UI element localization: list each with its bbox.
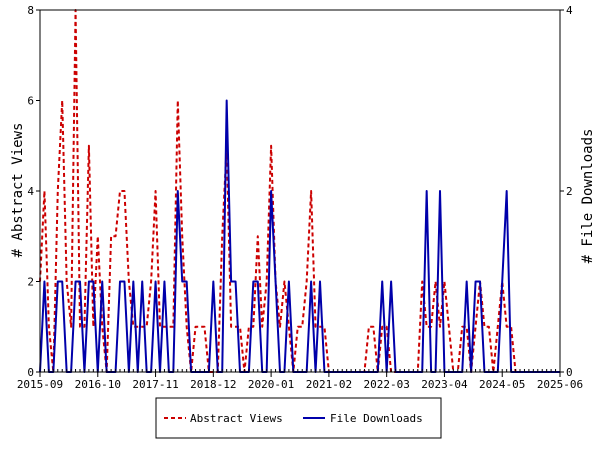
legend-box <box>155 397 442 439</box>
y-right-tick-label: 0 <box>566 366 573 379</box>
x-tick-label: 2024-05 <box>479 378 525 391</box>
y-axis-left: 0 2 4 6 8 <box>27 4 40 379</box>
series-line-abstract-views <box>39 9 560 373</box>
x-tick-label: 2015-09 <box>17 378 63 391</box>
y-left-tick-label: 0 <box>27 366 34 379</box>
x-tick-label: 2018-12 <box>190 378 236 391</box>
legend-abstract-views-label: Abstract Views <box>190 412 283 425</box>
x-tick-label: 2025-06 <box>537 378 583 391</box>
y-axis-right: 0 2 4 <box>560 4 573 379</box>
x-axis: 2015-09 2016-10 2017-11 2018-12 2020-01 2021-… <box>17 369 583 391</box>
x-tick-label: 2017-11 <box>132 378 178 391</box>
x-tick-label: 2023-04 <box>421 378 468 391</box>
y-left-tick-label: 4 <box>27 185 34 198</box>
legend: Abstract Views File Downloads <box>155 397 442 439</box>
x-tick-label: 2022-03 <box>363 378 409 391</box>
legend-file-downloads-label: File Downloads <box>330 412 423 425</box>
x-tick-label: 2016-10 <box>75 378 121 391</box>
y-left-tick-label: 8 <box>27 4 34 17</box>
y-left-tick-label: 2 <box>27 276 34 289</box>
y-axis-right-title: # File Downloads <box>580 129 596 264</box>
x-tick-label: 2021-02 <box>306 378 352 391</box>
y-axis-left-title: # Abstract Views <box>10 123 26 258</box>
y-right-tick-label: 4 <box>566 4 573 17</box>
x-tick-label: 2020-01 <box>248 378 294 391</box>
y-right-tick-label: 2 <box>566 185 573 198</box>
y-left-tick-label: 6 <box>27 95 34 108</box>
